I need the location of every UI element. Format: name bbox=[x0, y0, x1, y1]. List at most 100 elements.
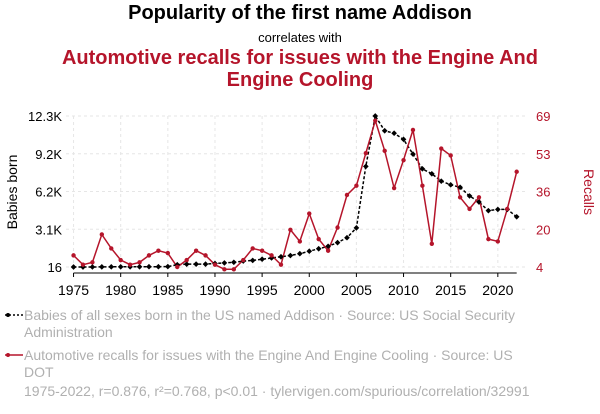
legend-swatch-recalls bbox=[5, 353, 23, 357]
y-tick-label-right: 69 bbox=[536, 109, 550, 124]
legend-label-recalls: Automotive recalls for issues with the E… bbox=[24, 347, 513, 380]
data-point-babies bbox=[146, 263, 152, 270]
data-point-babies bbox=[165, 263, 171, 270]
legend-item-babies: Babies of all sexes born in the US named… bbox=[4, 307, 544, 341]
data-point-recalls bbox=[297, 239, 303, 244]
data-point-babies bbox=[108, 263, 115, 270]
series-points bbox=[70, 113, 520, 272]
data-point-babies bbox=[259, 256, 265, 263]
data-point-recalls bbox=[231, 267, 237, 272]
data-point-recalls bbox=[391, 185, 397, 191]
data-point-recalls bbox=[137, 260, 142, 265]
x-tick-label: 2000 bbox=[294, 282, 325, 298]
y-tick-label-left: 6.2K bbox=[35, 185, 62, 200]
chart-subtitle: correlates with bbox=[258, 30, 342, 45]
y-axis-label-left: Babies born bbox=[4, 155, 20, 230]
x-tick-label: 2020 bbox=[482, 282, 513, 298]
data-point-babies bbox=[297, 250, 303, 257]
data-point-recalls bbox=[307, 211, 312, 216]
data-point-babies bbox=[447, 182, 454, 188]
data-point-babies bbox=[363, 163, 369, 170]
data-point-babies bbox=[457, 184, 463, 191]
series-lines bbox=[72, 113, 518, 271]
y-tick-label-right: 20 bbox=[536, 222, 550, 237]
x-tick-label: 2010 bbox=[388, 282, 419, 298]
data-point-recalls bbox=[288, 227, 293, 233]
footer-stats: 1975-2022, r=0.876, r²=0.768, p<0.01 · t… bbox=[24, 383, 530, 399]
data-point-recalls bbox=[373, 118, 378, 123]
data-point-recalls bbox=[476, 195, 482, 200]
y-tick-label-left: 16 bbox=[48, 260, 62, 275]
x-tick-label: 1975 bbox=[58, 282, 89, 298]
data-point-recalls bbox=[429, 241, 435, 246]
x-tick-label: 1990 bbox=[199, 282, 230, 298]
data-point-recalls bbox=[259, 248, 265, 253]
data-point-babies bbox=[89, 264, 96, 270]
data-point-babies bbox=[485, 207, 492, 214]
data-point-babies bbox=[495, 206, 501, 213]
data-point-babies bbox=[466, 193, 473, 199]
data-point-babies bbox=[221, 260, 228, 266]
data-point-recalls bbox=[505, 206, 510, 212]
data-point-babies bbox=[155, 263, 162, 270]
legend-swatch-babies bbox=[5, 313, 23, 317]
data-point-babies bbox=[287, 252, 294, 259]
data-point-recalls bbox=[203, 253, 208, 258]
data-point-babies bbox=[231, 259, 237, 266]
data-point-recalls bbox=[420, 183, 425, 188]
data-point-babies bbox=[410, 151, 416, 157]
data-point-recalls bbox=[146, 253, 152, 258]
data-point-babies bbox=[381, 127, 388, 134]
data-point-babies bbox=[419, 166, 426, 172]
data-point-recalls bbox=[165, 250, 171, 256]
data-point-recalls bbox=[514, 169, 519, 174]
data-point-babies bbox=[438, 178, 445, 184]
data-point-recalls bbox=[80, 262, 86, 267]
data-point-recalls bbox=[457, 195, 463, 200]
data-point-recalls bbox=[335, 225, 340, 230]
x-tick-label: 1980 bbox=[105, 282, 136, 298]
data-point-recalls bbox=[401, 157, 406, 163]
data-point-babies bbox=[325, 243, 331, 250]
data-point-babies bbox=[315, 245, 322, 252]
data-point-babies bbox=[391, 130, 397, 137]
data-point-babies bbox=[400, 136, 407, 143]
data-point-recalls bbox=[448, 153, 453, 158]
data-point-babies bbox=[334, 239, 341, 246]
data-point-recalls bbox=[316, 236, 321, 242]
data-point-recalls bbox=[184, 257, 189, 263]
data-point-recalls bbox=[269, 253, 274, 258]
data-point-babies bbox=[372, 113, 379, 119]
y-tick-label-left: 12.3K bbox=[28, 109, 62, 124]
data-point-babies bbox=[193, 261, 199, 267]
data-point-recalls bbox=[410, 127, 416, 133]
data-point-recalls bbox=[241, 257, 246, 263]
y-tick-label-right: 36 bbox=[536, 185, 550, 200]
y-tick-label-left: 9.2K bbox=[35, 147, 62, 162]
data-point-recalls bbox=[467, 206, 472, 212]
data-point-babies bbox=[183, 261, 190, 267]
data-point-babies bbox=[202, 261, 209, 267]
y-tick-label-right: 4 bbox=[536, 260, 543, 275]
data-point-babies bbox=[99, 264, 105, 270]
data-point-recalls bbox=[212, 262, 218, 267]
chart-title: Popularity of the first name Addison bbox=[128, 2, 472, 24]
x-tick-label: 1985 bbox=[152, 282, 183, 298]
data-point-recalls bbox=[127, 262, 133, 267]
legend-label-babies: Babies of all sexes born in the US named… bbox=[24, 307, 516, 340]
data-point-recalls bbox=[250, 246, 255, 251]
axes: 16 4 3.1K 20 6.2K 36 9.2K 53 12.3K 69 1975 1980 1985… bbox=[28, 109, 550, 298]
data-point-recalls bbox=[175, 264, 180, 270]
data-point-recalls bbox=[354, 183, 359, 188]
data-point-babies bbox=[70, 264, 77, 270]
data-point-babies bbox=[136, 263, 143, 270]
chart-title-secondary: Automotive recalls for issues with the E… bbox=[61, 47, 538, 91]
data-point-recalls bbox=[363, 150, 369, 156]
data-point-recalls bbox=[486, 236, 491, 242]
data-point-recalls bbox=[109, 246, 114, 251]
data-point-babies bbox=[513, 213, 520, 220]
data-point-recalls bbox=[90, 260, 95, 265]
data-point-babies bbox=[117, 263, 124, 270]
y-tick-label-left: 3.1K bbox=[35, 222, 62, 237]
